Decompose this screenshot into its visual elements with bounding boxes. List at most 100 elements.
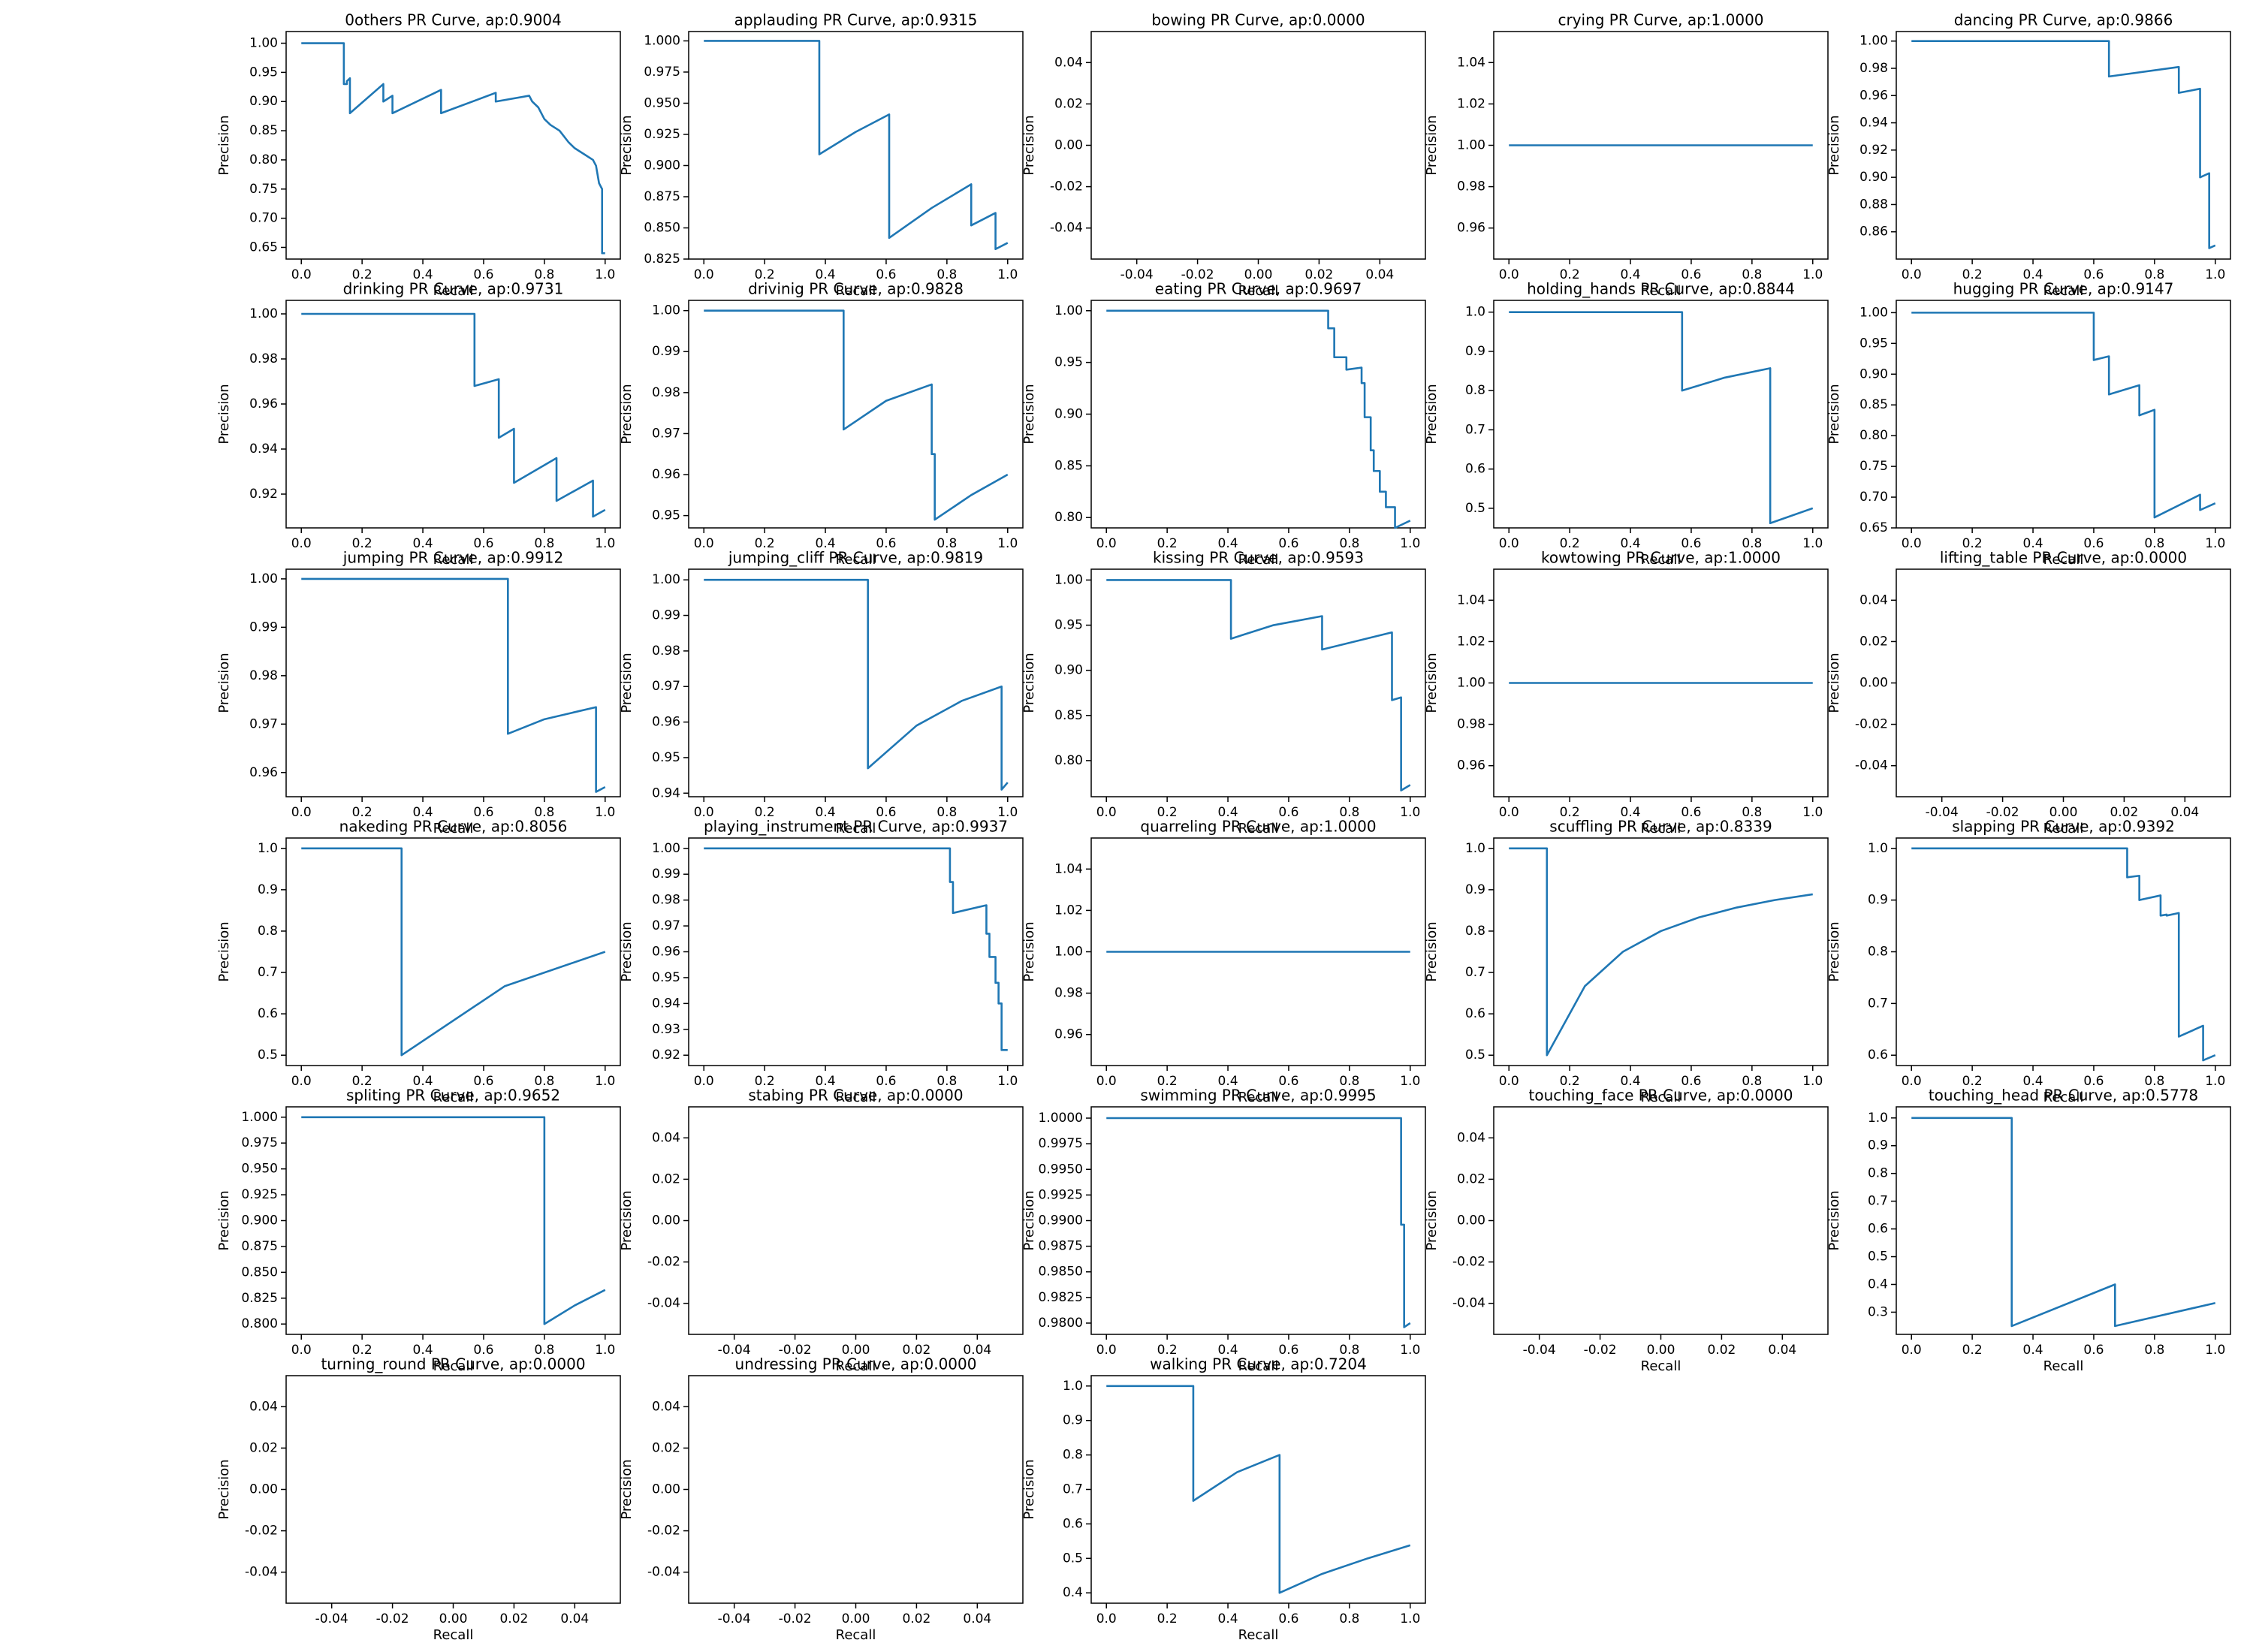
subplot-title: nakeding PR Curve, ap:0.8056 <box>339 818 568 836</box>
subplot-title: spliting PR Curve, ap:0.9652 <box>346 1087 560 1105</box>
x-tick-label: 1.0 <box>1802 536 1823 551</box>
y-tick-label: 0.9900 <box>1039 1213 1083 1228</box>
y-tick-label: 0.00 <box>652 1213 680 1228</box>
x-tick-label: 0.8 <box>534 267 554 282</box>
y-tick-label: 0.98 <box>652 893 680 908</box>
x-axis-label: Recall <box>1238 1090 1279 1105</box>
y-axis-label: Precision <box>216 653 232 713</box>
x-tick-label: 0.0 <box>1902 1074 1922 1089</box>
x-tick-label: 1.0 <box>1802 267 1823 282</box>
x-tick-label: 1.0 <box>2205 267 2225 282</box>
x-tick-label: 0.2 <box>1560 1074 1580 1089</box>
x-tick-label: 0.6 <box>876 536 896 551</box>
y-tick-label: 0.975 <box>241 1135 278 1150</box>
y-tick-label: 1.00 <box>1859 34 1888 49</box>
subplot-title: scuffling PR Curve, ap:0.8339 <box>1549 818 1772 836</box>
y-tick-label: 0.00 <box>1054 138 1083 153</box>
axes-frame <box>285 568 621 797</box>
y-axis-label: Precision <box>216 115 232 175</box>
x-tick-label: 0.0 <box>291 1074 312 1089</box>
x-tick-label: -0.02 <box>1584 1343 1617 1358</box>
y-tick-label: 1.0 <box>1063 1379 1083 1394</box>
y-tick-label: 0.8 <box>1868 1166 1888 1181</box>
x-tick-label: 0.0 <box>291 805 312 820</box>
y-tick-label: 0.00 <box>1457 1213 1485 1228</box>
y-tick-label: 0.00 <box>249 1482 278 1497</box>
y-tick-label: 0.80 <box>1054 753 1083 768</box>
y-tick-label: 1.00 <box>1054 572 1083 587</box>
y-tick-label: 0.9875 <box>1039 1239 1083 1254</box>
y-tick-label: 1.0 <box>1868 841 1888 856</box>
x-tick-label: 1.0 <box>2205 1074 2225 1089</box>
y-tick-label: 0.92 <box>249 487 278 502</box>
x-tick-label: 0.0 <box>1902 1343 1922 1358</box>
x-tick-label: 0.00 <box>1244 267 1273 282</box>
y-tick-label: 0.85 <box>1859 397 1888 412</box>
x-tick-label: 0.2 <box>755 536 775 551</box>
y-tick-label: 0.95 <box>652 508 680 523</box>
x-tick-label: -0.02 <box>779 1611 812 1626</box>
x-tick-label: 0.8 <box>1339 1343 1359 1358</box>
axes-frame <box>1896 837 2231 1066</box>
y-axis-label: Precision <box>1021 384 1037 444</box>
x-tick-label: -0.02 <box>779 1343 812 1358</box>
y-tick-label: 0.02 <box>1859 634 1888 649</box>
x-axis-label: Recall <box>2043 1090 2084 1105</box>
x-tick-label: 0.4 <box>413 1343 433 1358</box>
y-tick-label: 0.00 <box>1859 676 1888 691</box>
x-tick-label: 0.0 <box>694 267 714 282</box>
x-tick-label: 0.2 <box>755 1074 775 1089</box>
x-tick-label: -0.04 <box>315 1611 348 1626</box>
y-tick-label: 0.70 <box>249 211 278 226</box>
x-tick-label: 0.4 <box>1621 1074 1641 1089</box>
y-tick-label: 1.04 <box>1054 861 1083 876</box>
y-tick-label: 0.98 <box>1457 179 1485 194</box>
y-tick-label: 1.000 <box>241 1110 278 1125</box>
y-tick-label: 0.95 <box>652 970 680 985</box>
y-tick-label: 0.04 <box>1054 55 1083 70</box>
y-tick-label: -0.02 <box>1452 1255 1485 1270</box>
x-tick-label: 0.8 <box>1339 1074 1359 1089</box>
y-tick-label: 0.85 <box>1054 708 1083 723</box>
y-tick-label: -0.04 <box>1855 758 1888 773</box>
x-tick-label: 0.6 <box>1278 1074 1298 1089</box>
x-tick-label: -0.04 <box>718 1611 751 1626</box>
subplot-title: applauding PR Curve, ap:0.9315 <box>734 11 978 29</box>
x-tick-label: 0.8 <box>936 1074 957 1089</box>
x-tick-label: 0.8 <box>936 805 957 820</box>
x-tick-label: 0.2 <box>352 267 372 282</box>
y-tick-label: 0.04 <box>652 1130 680 1145</box>
x-tick-label: 0.4 <box>2023 536 2043 551</box>
axes-frame <box>1090 300 1426 529</box>
y-tick-label: 0.97 <box>652 426 680 441</box>
y-tick-label: 0.99 <box>652 867 680 882</box>
x-tick-label: 0.6 <box>473 1074 493 1089</box>
y-tick-label: 0.900 <box>644 158 680 173</box>
x-tick-label: 0.0 <box>1096 1074 1117 1089</box>
x-tick-label: 0.0 <box>1096 805 1117 820</box>
y-tick-label: 0.6 <box>1465 1006 1485 1021</box>
y-tick-label: 0.7 <box>1063 1482 1083 1497</box>
axes-frame <box>688 568 1024 797</box>
x-tick-label: 0.6 <box>2083 267 2104 282</box>
axes-frame <box>285 1375 621 1604</box>
y-axis-label: Precision <box>1826 921 1842 981</box>
y-tick-label: 0.9975 <box>1039 1136 1083 1151</box>
x-tick-label: -0.02 <box>376 1611 409 1626</box>
y-tick-label: 0.7 <box>1465 965 1485 980</box>
x-tick-label: 1.0 <box>2205 1343 2225 1358</box>
y-axis-label: Precision <box>1826 384 1842 444</box>
x-tick-label: 0.8 <box>936 267 957 282</box>
pr-curve <box>1911 312 2216 519</box>
y-tick-label: 0.8 <box>1063 1448 1083 1463</box>
pr-curve <box>1911 40 2216 249</box>
pr-curve <box>301 577 606 793</box>
y-tick-label: 1.00 <box>249 36 278 51</box>
x-tick-label: 0.4 <box>2023 267 2043 282</box>
x-tick-label: 1.0 <box>1400 1074 1420 1089</box>
y-tick-label: 0.90 <box>1054 407 1083 422</box>
x-tick-label: 0.4 <box>816 805 836 820</box>
y-tick-label: 0.94 <box>652 996 680 1011</box>
y-axis-label: Precision <box>619 115 635 175</box>
x-tick-label: -0.02 <box>1986 805 2019 820</box>
